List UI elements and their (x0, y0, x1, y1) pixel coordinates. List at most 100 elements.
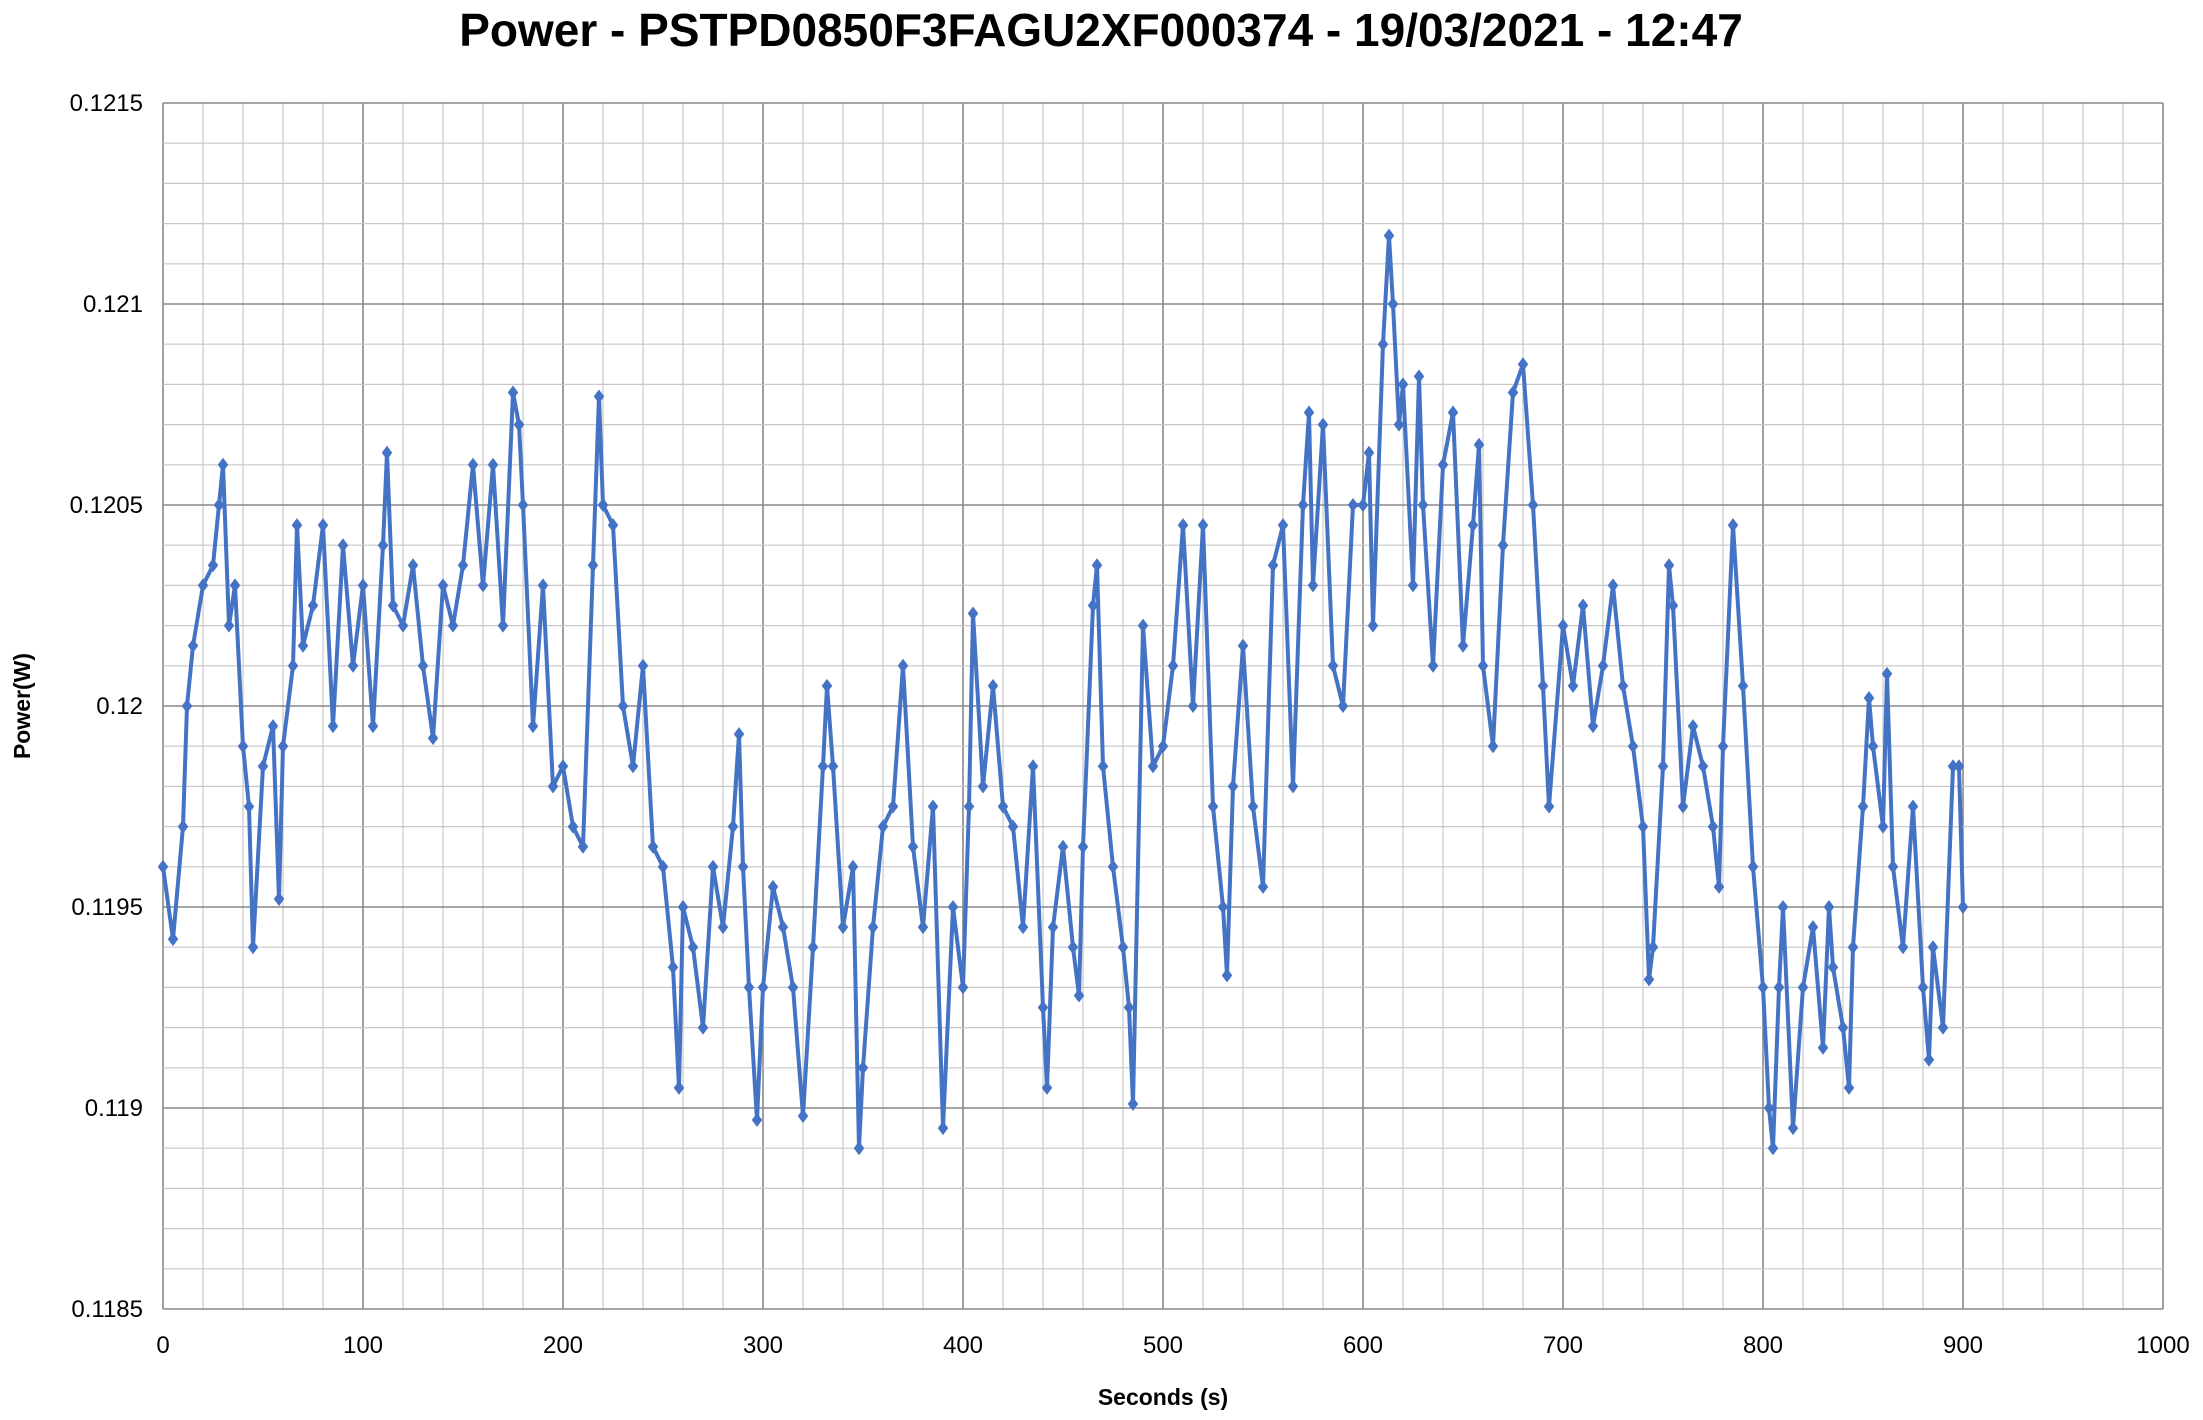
data-point (697, 1020, 709, 1035)
data-point (1087, 598, 1099, 613)
data-point (707, 859, 719, 874)
x-tick-label: 1000 (2136, 1332, 2189, 1359)
y-tick-labels: 0.1185 0.119 0.1195 0.12 0.1205 0.121 0.1215 (70, 90, 143, 1323)
data-point (1923, 1052, 1935, 1067)
x-tick-label: 100 (343, 1332, 383, 1359)
data-point (1437, 457, 1449, 472)
data-point (1027, 759, 1039, 774)
x-tick-labels: 0 100 200 300 400 500 600 700 800 900 1000 (156, 1332, 2189, 1359)
data-point (207, 558, 219, 573)
data-point (1327, 658, 1339, 673)
data-point (1837, 1020, 1849, 1035)
data-point (1617, 678, 1629, 693)
data-point (1363, 445, 1375, 460)
data-point (1927, 940, 1939, 955)
y-tick-label: 0.1205 (70, 492, 143, 519)
data-point (497, 618, 509, 633)
data-point (1737, 678, 1749, 693)
data-point (853, 1141, 865, 1156)
data-point (817, 759, 829, 774)
data-point (1337, 699, 1349, 713)
data-point (1383, 228, 1395, 243)
data-point (1567, 678, 1579, 693)
data-point (1077, 839, 1089, 854)
data-point (1667, 598, 1679, 613)
data-point (1393, 417, 1405, 432)
data-point (877, 819, 889, 834)
data-point (607, 518, 619, 533)
data-point (1147, 759, 1159, 774)
data-point (213, 498, 225, 512)
data-point (1487, 739, 1499, 754)
data-point (937, 1121, 949, 1136)
data-point (1377, 337, 1389, 352)
data-point (187, 638, 199, 653)
data-point (1217, 900, 1229, 914)
data-point (1177, 518, 1189, 533)
data-point (527, 719, 539, 734)
x-tick-label: 200 (543, 1332, 583, 1359)
data-point (1637, 819, 1649, 834)
data-point (667, 960, 679, 975)
data-point (1221, 968, 1233, 983)
data-point (557, 759, 569, 774)
data-point (1877, 819, 1889, 834)
data-point (1947, 759, 1959, 774)
data-point (1247, 799, 1259, 814)
data-point (1897, 940, 1909, 955)
data-point (567, 819, 579, 834)
data-point (1907, 799, 1919, 814)
data-point (847, 859, 859, 874)
data-point (767, 879, 779, 894)
data-point (577, 839, 589, 854)
data-point (867, 920, 879, 935)
data-point (597, 498, 609, 512)
data-point (1007, 819, 1019, 834)
data-point (297, 638, 309, 653)
series-line (161, 233, 1965, 1151)
data-point (1597, 658, 1609, 673)
data-point (229, 578, 241, 593)
data-point (167, 932, 179, 947)
data-point (1857, 799, 1869, 814)
data-point (657, 859, 669, 874)
data-point (1863, 690, 1875, 705)
data-point (827, 759, 839, 774)
data-point (1237, 638, 1249, 653)
data-point (1887, 859, 1899, 874)
data-point (407, 558, 419, 573)
data-point (1417, 498, 1429, 512)
data-point (1317, 417, 1329, 432)
data-point (727, 819, 739, 834)
data-point (777, 920, 789, 935)
data-point (1041, 1080, 1053, 1095)
data-point (1957, 900, 1969, 914)
data-point (1773, 980, 1785, 995)
data-point (1727, 518, 1739, 533)
data-point (487, 457, 499, 472)
data-point (537, 578, 549, 593)
data-point (1287, 779, 1299, 794)
data-point (1537, 678, 1549, 693)
data-point (1767, 1141, 1779, 1156)
data-point (1257, 879, 1269, 894)
data-point (417, 658, 429, 673)
data-point (1687, 719, 1699, 734)
data-point (427, 731, 439, 746)
data-point (947, 900, 959, 914)
data-point (1303, 405, 1315, 420)
data-point (1357, 498, 1369, 512)
data-point (327, 719, 339, 734)
data-point (387, 598, 399, 613)
data-point (181, 699, 193, 713)
data-point (751, 1113, 763, 1128)
data-point (1187, 699, 1199, 713)
data-point (1107, 859, 1119, 874)
data-point (1827, 960, 1839, 975)
data-point (787, 980, 799, 995)
y-tick-label: 0.1215 (70, 90, 143, 117)
data-point (1407, 578, 1419, 593)
data-point (437, 578, 449, 593)
data-point (1953, 759, 1965, 774)
data-point (1777, 900, 1789, 914)
